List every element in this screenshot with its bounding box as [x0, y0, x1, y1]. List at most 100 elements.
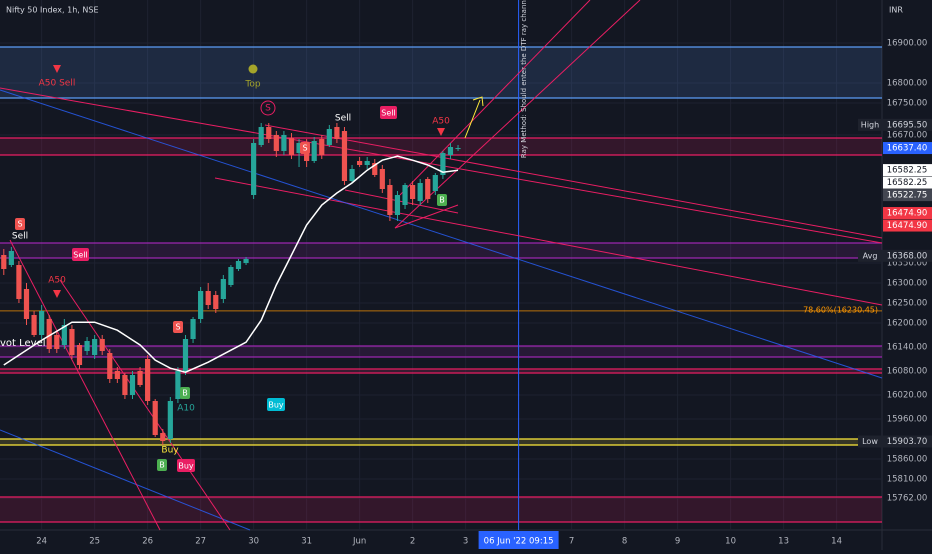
price-label: 16695.50	[887, 120, 928, 130]
candle-body	[326, 129, 332, 145]
y-tick-label: 16800.00	[887, 79, 928, 89]
price-label: 16582.25	[887, 166, 928, 176]
price-label-box	[883, 219, 932, 232]
x-tick-label: 3	[463, 537, 468, 547]
candle-body	[273, 135, 279, 151]
annotation: S	[302, 144, 307, 153]
candle-body	[296, 143, 302, 153]
candle-body	[76, 345, 83, 365]
marker	[260, 100, 276, 116]
price-tag-box	[858, 249, 882, 262]
candle-body	[319, 139, 325, 155]
label-box	[380, 106, 397, 119]
x-tick-label: 25	[89, 537, 100, 547]
annotation: A50	[432, 117, 450, 127]
candle-body	[137, 371, 143, 385]
candle-body	[175, 371, 181, 399]
price-label: 16522.75	[887, 191, 928, 201]
price-label: 15903.70	[887, 437, 928, 447]
candle-body	[288, 138, 295, 155]
candle-body	[99, 339, 105, 351]
price-label-box	[883, 435, 932, 448]
price-label: 16474.90	[887, 221, 928, 231]
annotations: A50 Sell Top Sell Sell A50 S S B S Sell …	[0, 0, 528, 472]
label-box	[157, 459, 167, 471]
x-tick-label: 7	[569, 537, 574, 547]
x-tick-label: 14	[831, 537, 842, 547]
y-tick-label: 16900.00	[887, 39, 928, 49]
x-tick-label: Jun	[352, 537, 366, 547]
candle-body	[410, 185, 416, 199]
label-box	[72, 248, 89, 261]
price-label: 16474.90	[887, 209, 928, 219]
candle-body	[258, 127, 264, 145]
crosshair-label: 06 Jun '22 09:15	[484, 537, 554, 547]
label-box	[173, 321, 183, 333]
price-label-box	[883, 118, 932, 131]
label-box	[15, 218, 25, 230]
fib-label: 78.60%(16230.45)	[803, 305, 878, 314]
grid	[0, 0, 882, 530]
annotation: A10	[177, 404, 195, 414]
zone	[0, 369, 882, 373]
axes: 16900.00 16800.00 16750.00 16670.00 16350.00…	[36, 39, 932, 549]
trendline	[264, 124, 883, 239]
candle-body	[281, 135, 287, 151]
zone	[0, 346, 882, 357]
price-label-box	[883, 249, 932, 262]
label-box	[180, 387, 190, 399]
annotation: Buy	[161, 446, 179, 456]
candle-body	[205, 291, 211, 305]
trendline	[0, 429, 251, 531]
candle-body	[417, 183, 423, 201]
y-tick-label: 16140.00	[887, 343, 928, 353]
trendlines	[0, 0, 883, 531]
moving-average	[3, 155, 459, 373]
candle-body	[69, 329, 75, 355]
candle-body	[46, 319, 52, 349]
chart-title: Nifty 50 Index, 1h, NSE	[6, 6, 99, 15]
annotation: Sell	[73, 251, 87, 260]
candle-body	[379, 169, 385, 189]
x-tick-label: 24	[36, 537, 47, 547]
price-label-box	[883, 142, 932, 155]
y-tick-label: 15810.00	[887, 475, 928, 485]
x-tick-label: 30	[248, 537, 259, 547]
candle-body	[251, 143, 257, 195]
y-tick-label: 16670.00	[887, 131, 928, 141]
price-label-box	[883, 164, 932, 177]
trendline	[399, 0, 591, 196]
annotation: Sell	[381, 109, 395, 118]
annotation: Sell	[335, 114, 351, 124]
annotation: Sell	[12, 232, 28, 242]
candle-body	[341, 131, 348, 181]
candle-body	[266, 127, 272, 139]
annotation: A50	[48, 276, 66, 286]
annotation: A50 Sell	[39, 79, 76, 89]
candle-body	[213, 295, 219, 309]
candle-body	[114, 371, 120, 379]
candle-body	[16, 265, 22, 299]
note: Ray Method: Should enter the DTF ray cha…	[520, 0, 528, 158]
trendline	[0, 89, 883, 379]
candle-body	[372, 163, 378, 175]
y-tick-label: 16350.00	[887, 259, 928, 269]
annotation: Buy	[268, 401, 284, 410]
candle-body	[440, 153, 446, 175]
price-tag: Avg	[863, 251, 878, 260]
label-box	[437, 194, 447, 206]
annotation: B	[439, 196, 445, 205]
candle-body	[152, 401, 158, 435]
candle-body	[394, 195, 401, 215]
price-label: 16582.25	[887, 178, 928, 188]
y-tick-label: 16250.00	[887, 299, 928, 309]
zones: 78.60%(16230.45)	[0, 0, 882, 530]
candle-body	[182, 339, 189, 371]
annotation: S	[17, 220, 22, 229]
annotation: Top	[244, 80, 260, 90]
y-tick-label: 16200.00	[887, 319, 928, 329]
marker	[248, 64, 258, 74]
currency: INR	[889, 6, 903, 15]
price-tag: High	[861, 120, 879, 129]
candle-body	[84, 341, 90, 351]
